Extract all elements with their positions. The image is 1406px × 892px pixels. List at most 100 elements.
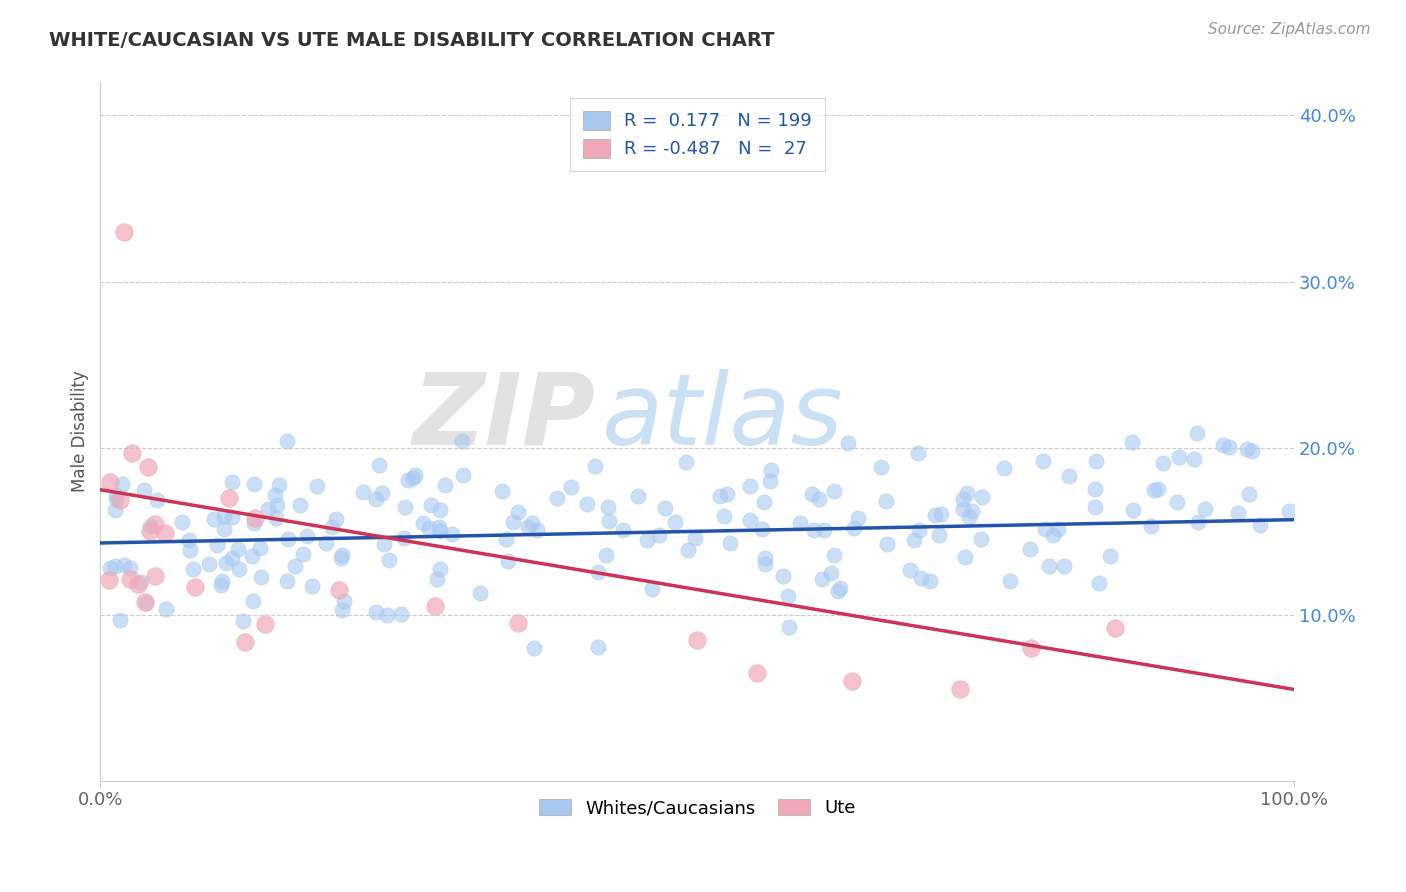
Point (827, 583, 849, 598)
Point (803, 523, 825, 537)
Point (328, 582, 350, 597)
Point (136, 459, 159, 474)
Point (875, 494, 897, 508)
Point (412, 516, 434, 530)
Point (284, 559, 307, 574)
Point (288, 498, 311, 512)
Point (121, 446, 143, 460)
Point (1033, 522, 1056, 536)
Point (276, 434, 298, 448)
Point (508, 505, 530, 519)
Point (1084, 454, 1107, 468)
Point (1227, 506, 1250, 520)
Point (249, 541, 271, 556)
Point (1032, 454, 1054, 468)
Point (305, 479, 328, 493)
Point (1139, 519, 1161, 533)
Point (738, 479, 761, 493)
Point (778, 620, 800, 634)
Point (429, 562, 451, 576)
Point (450, 434, 472, 448)
Point (434, 478, 457, 492)
Point (846, 511, 869, 525)
Point (146, 493, 169, 508)
Point (627, 490, 650, 504)
Point (1237, 487, 1260, 501)
Point (267, 477, 290, 491)
Point (104, 559, 127, 574)
Point (1277, 504, 1299, 518)
Point (495, 532, 517, 546)
Point (325, 512, 347, 526)
Point (396, 474, 419, 488)
Point (243, 476, 266, 491)
Point (218, 491, 240, 505)
Point (429, 503, 451, 517)
Point (496, 554, 519, 568)
Point (134, 595, 156, 609)
Point (713, 509, 735, 524)
Point (352, 485, 374, 500)
Point (683, 531, 706, 545)
Point (910, 571, 932, 585)
Point (1053, 558, 1076, 573)
Point (204, 512, 226, 526)
Point (924, 508, 946, 523)
Point (404, 468, 426, 483)
Point (240, 549, 263, 564)
Point (104, 488, 127, 502)
Point (869, 459, 891, 474)
Point (641, 582, 664, 596)
Point (1194, 502, 1216, 516)
Point (228, 562, 250, 576)
Point (595, 548, 617, 562)
Point (253, 616, 276, 631)
Point (800, 486, 823, 500)
Point (402, 470, 425, 484)
Point (392, 531, 415, 545)
Point (675, 455, 697, 469)
Point (127, 577, 149, 591)
Point (636, 533, 658, 547)
Point (111, 477, 134, 491)
Point (177, 533, 200, 547)
Point (575, 497, 598, 511)
Point (181, 562, 204, 576)
Point (98, 475, 121, 489)
Point (560, 480, 582, 494)
Point (1038, 558, 1060, 573)
Point (588, 565, 610, 579)
Point (598, 514, 620, 528)
Point (315, 535, 337, 549)
Point (394, 500, 416, 515)
Point (745, 665, 768, 680)
Point (678, 542, 700, 557)
Point (828, 581, 851, 595)
Point (212, 508, 235, 523)
Point (955, 549, 977, 564)
Point (1152, 456, 1174, 470)
Point (502, 515, 524, 529)
Point (960, 504, 983, 518)
Point (112, 558, 135, 573)
Point (1104, 621, 1126, 635)
Point (221, 551, 243, 566)
Point (221, 509, 243, 524)
Point (330, 550, 353, 565)
Point (789, 516, 811, 530)
Point (245, 510, 267, 524)
Point (232, 614, 254, 628)
Point (207, 537, 229, 551)
Point (1084, 483, 1107, 497)
Point (250, 570, 273, 584)
Point (523, 641, 546, 656)
Point (427, 520, 450, 534)
Legend: Whites/Caucasians, Ute: Whites/Caucasians, Ute (531, 792, 863, 824)
Point (429, 524, 451, 539)
Point (1187, 515, 1209, 529)
Point (98, 561, 121, 575)
Point (709, 488, 731, 502)
Point (516, 520, 538, 534)
Point (876, 537, 898, 551)
Point (1182, 452, 1205, 467)
